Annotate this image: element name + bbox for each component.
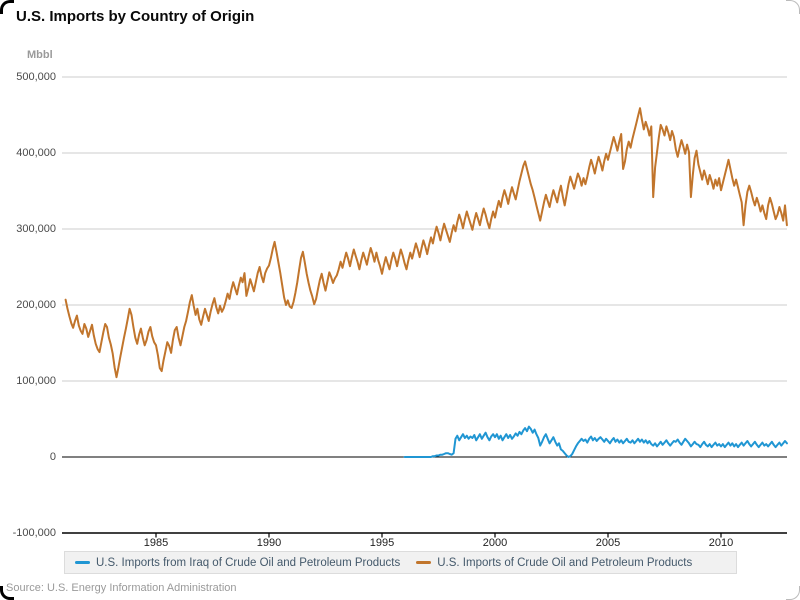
y-tick-label: 0 — [49, 450, 56, 463]
legend-item-label: U.S. Imports of Crude Oil and Petroleum … — [437, 556, 693, 569]
y-tick-label: -100,000 — [12, 526, 56, 539]
y-tick-label: 100,000 — [16, 374, 56, 387]
x-tick-label: 2005 — [595, 537, 621, 549]
y-axis-unit-label: Mbbl — [27, 49, 53, 61]
y-axis-labels: 500,000 400,000 300,000 200,000 100,000 0 -100… — [0, 0, 56, 600]
total-series-swatch-icon — [416, 561, 432, 564]
x-tick-label: 1985 — [143, 537, 169, 549]
gridlines — [62, 76, 787, 382]
y-tick-label: 200,000 — [16, 298, 56, 311]
x-tick-label: 2000 — [482, 537, 508, 549]
iraq-series-swatch-icon — [75, 561, 90, 564]
series-iraq-line — [403, 425, 788, 458]
x-tick-label: 1995 — [369, 537, 395, 549]
frame-corner — [0, 0, 14, 14]
y-tick-label: 300,000 — [16, 222, 56, 235]
legend-bar: U.S. Imports from Iraq of Crude Oil and … — [64, 551, 737, 574]
frame-corner — [0, 586, 14, 600]
y-tick-label: 400,000 — [16, 146, 56, 159]
series-total-line — [64, 107, 788, 379]
x-tick-label: 2010 — [708, 537, 734, 549]
page-title: U.S. Imports by Country of Origin — [16, 8, 255, 25]
x-axis-ticks — [155, 533, 722, 538]
x-tick-label: 1990 — [256, 537, 282, 549]
legend-item-total-imports[interactable]: U.S. Imports of Crude Oil and Petroleum … — [416, 557, 692, 569]
source-attribution: Source: U.S. Energy Information Administ… — [6, 582, 237, 594]
legend-item-iraq-imports[interactable]: U.S. Imports from Iraq of Crude Oil and … — [75, 557, 400, 569]
legend-item-label: U.S. Imports from Iraq of Crude Oil and … — [96, 556, 401, 569]
y-tick-label: 500,000 — [16, 70, 56, 83]
